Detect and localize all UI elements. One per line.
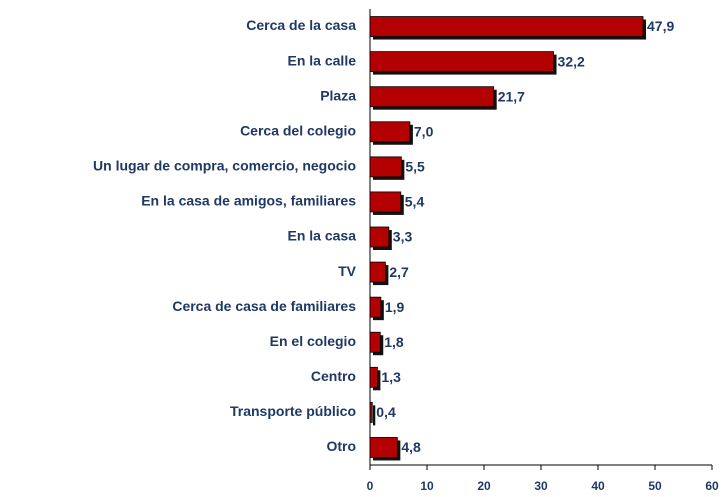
value-label: 21,7 bbox=[498, 88, 525, 104]
x-tick-label: 0 bbox=[367, 479, 374, 493]
category-label: Cerca de casa de familiares bbox=[172, 298, 356, 314]
bar-shadow bbox=[373, 405, 376, 426]
category-label: Transporte público bbox=[230, 403, 356, 419]
bar bbox=[369, 226, 390, 248]
x-tick-label: 10 bbox=[420, 479, 434, 493]
bar bbox=[369, 331, 381, 353]
bar bbox=[369, 296, 382, 318]
value-label: 5,5 bbox=[405, 159, 425, 175]
category-label: Centro bbox=[311, 368, 356, 384]
value-label: 7,0 bbox=[414, 123, 434, 139]
value-label: 1,9 bbox=[385, 299, 405, 315]
bar bbox=[369, 86, 495, 108]
bar bbox=[369, 51, 554, 73]
value-label: 0,4 bbox=[376, 404, 396, 420]
x-tick-label: 50 bbox=[648, 479, 662, 493]
x-tick-label: 60 bbox=[705, 479, 719, 493]
value-label: 1,8 bbox=[384, 334, 404, 350]
value-label: 32,2 bbox=[558, 53, 585, 69]
category-label: En el colegio bbox=[270, 333, 356, 349]
category-label: En la calle bbox=[288, 52, 357, 68]
bar bbox=[369, 401, 373, 423]
bar bbox=[369, 121, 411, 143]
value-label: 2,7 bbox=[389, 264, 409, 280]
bar bbox=[369, 366, 378, 388]
value-label: 47,9 bbox=[647, 18, 674, 34]
bar bbox=[369, 437, 398, 458]
value-label: 1,3 bbox=[381, 369, 401, 385]
value-label: 4,8 bbox=[401, 439, 421, 455]
bar bbox=[369, 16, 644, 37]
category-label: En la casa de amigos, familiares bbox=[141, 193, 356, 209]
value-label: 3,3 bbox=[393, 229, 413, 245]
category-label: En la casa bbox=[288, 228, 357, 244]
x-tick-label: 20 bbox=[477, 479, 491, 493]
category-label: Cerca del colegio bbox=[240, 122, 356, 138]
category-label: Un lugar de compra, comercio, negocio bbox=[93, 158, 356, 174]
category-label: Otro bbox=[326, 438, 356, 454]
bar bbox=[369, 261, 386, 283]
bar bbox=[369, 156, 402, 178]
category-label: TV bbox=[338, 263, 357, 279]
bar bbox=[369, 191, 402, 213]
category-label: Cerca de la casa bbox=[246, 17, 356, 33]
value-label: 5,4 bbox=[405, 194, 425, 210]
x-tick-label: 30 bbox=[534, 479, 548, 493]
category-label: Plaza bbox=[320, 87, 356, 103]
x-tick-label: 40 bbox=[591, 479, 605, 493]
